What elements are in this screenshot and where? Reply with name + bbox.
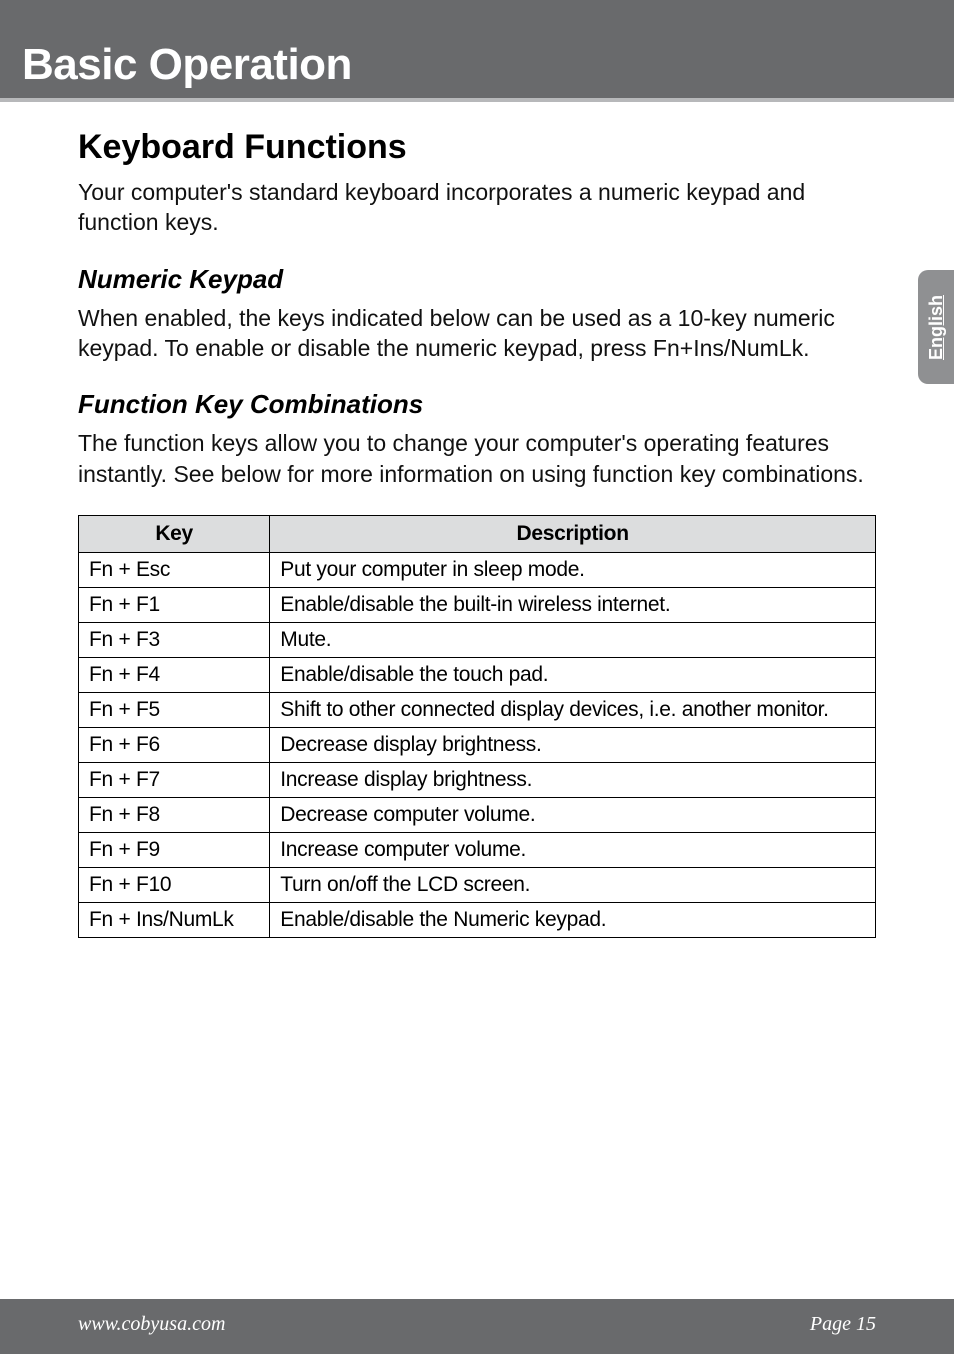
intro-paragraph: Your computer's standard keyboard incorp… [78, 177, 876, 238]
table-cell-key: Fn + F7 [79, 763, 270, 798]
table-cell-desc: Decrease display brightness. [270, 728, 876, 763]
table-cell-desc: Enable/disable the touch pad. [270, 658, 876, 693]
table-cell-key: Fn + F6 [79, 728, 270, 763]
table-cell-key: Fn + F5 [79, 693, 270, 728]
function-key-paragraph: The function keys allow you to change yo… [78, 428, 876, 489]
table-cell-desc: Enable/disable the Numeric keypad. [270, 903, 876, 938]
subheading-numeric-keypad: Numeric Keypad [78, 264, 876, 295]
table-cell-desc: Increase computer volume. [270, 833, 876, 868]
table-row: Fn + F8Decrease computer volume. [79, 798, 876, 833]
table-cell-desc: Turn on/off the LCD screen. [270, 868, 876, 903]
table-cell-desc: Increase display brightness. [270, 763, 876, 798]
table-header-row: Key Description [79, 516, 876, 553]
language-tab[interactable]: English [918, 270, 954, 384]
table-cell-desc: Enable/disable the built-in wireless int… [270, 588, 876, 623]
table-cell-desc: Decrease computer volume. [270, 798, 876, 833]
page-header-title: Basic Operation [22, 40, 954, 90]
table-cell-key: Fn + Ins/NumLk [79, 903, 270, 938]
table-cell-key: Fn + F8 [79, 798, 270, 833]
table-row: Fn + Ins/NumLkEnable/disable the Numeric… [79, 903, 876, 938]
table-row: Fn + F5Shift to other connected display … [79, 693, 876, 728]
table-body: Fn + EscPut your computer in sleep mode.… [79, 553, 876, 938]
table-header-key: Key [79, 516, 270, 553]
table-cell-key: Fn + F3 [79, 623, 270, 658]
table-row: Fn + F3Mute. [79, 623, 876, 658]
footer: www.cobyusa.com Page 15 [0, 1299, 954, 1354]
table-cell-key: Fn + F9 [79, 833, 270, 868]
table-row: Fn + F7Increase display brightness. [79, 763, 876, 798]
table-row: Fn + F4Enable/disable the touch pad. [79, 658, 876, 693]
table-row: Fn + F1 Enable/disable the built-in wire… [79, 588, 876, 623]
subheading-function-key-combinations: Function Key Combinations [78, 389, 876, 420]
table-cell-desc: Mute. [270, 623, 876, 658]
table-cell-desc: Shift to other connected display devices… [270, 693, 876, 728]
table-row: Fn + F10Turn on/off the LCD screen. [79, 868, 876, 903]
table-row: Fn + EscPut your computer in sleep mode. [79, 553, 876, 588]
header-band: Basic Operation [0, 0, 954, 102]
table-cell-key: Fn + F4 [79, 658, 270, 693]
table-cell-key: Fn + Esc [79, 553, 270, 588]
table-header-description: Description [270, 516, 876, 553]
table-cell-desc: Put your computer in sleep mode. [270, 553, 876, 588]
section-heading-keyboard-functions: Keyboard Functions [78, 128, 876, 167]
footer-url: www.cobyusa.com [78, 1313, 225, 1336]
footer-page-number: Page 15 [810, 1313, 876, 1336]
table-cell-key: Fn + F1 [79, 588, 270, 623]
table-cell-key: Fn + F10 [79, 868, 270, 903]
numeric-keypad-paragraph: When enabled, the keys indicated below c… [78, 303, 876, 364]
language-tab-label: English [926, 294, 947, 359]
table-row: Fn + F6Decrease display brightness. [79, 728, 876, 763]
table-row: Fn + F9Increase computer volume. [79, 833, 876, 868]
function-key-table: Key Description Fn + EscPut your compute… [78, 515, 876, 938]
content-area: Keyboard Functions Your computer's stand… [0, 102, 954, 938]
